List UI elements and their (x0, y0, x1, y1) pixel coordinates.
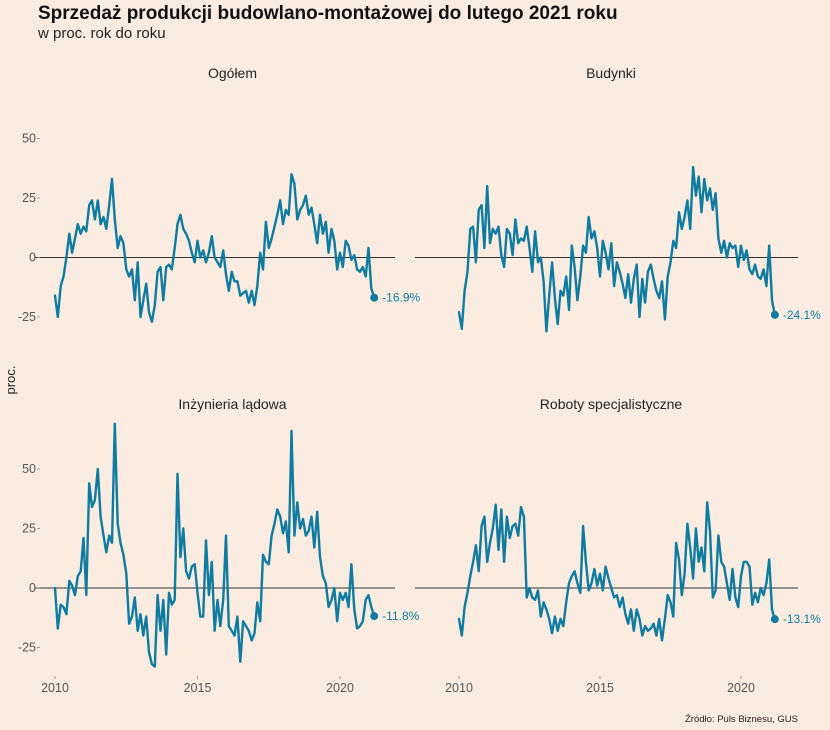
x-tick-label: 2020 (727, 681, 755, 695)
chart-subtitle: w proc. rok do roku (37, 25, 166, 42)
y-tick-label: 25 (22, 191, 36, 205)
y-tick-label: -25 (18, 310, 36, 324)
facet-title: Budynki (586, 65, 636, 81)
y-axis-label: proc. (3, 366, 18, 395)
y-tick-label: -25 (18, 641, 36, 655)
x-tick-label: 2020 (326, 681, 354, 695)
facet-panel-3: Roboty specjalistyczne 2010 2015 2020 -13.1% (415, 396, 821, 695)
y-tick-label: 25 (22, 522, 36, 536)
end-value-label: -13.1% (783, 612, 821, 626)
series-line (457, 165, 776, 333)
facet-title: Inżynieria lądowa (178, 396, 286, 412)
source-note: Źródło: Puls Biznesu, GUS (685, 714, 798, 725)
end-value-label: -24.1% (783, 308, 821, 322)
x-tick-label: 2015 (586, 681, 614, 695)
y-tick-label: 0 (29, 251, 36, 265)
series-line (457, 501, 776, 642)
series-line (53, 422, 376, 668)
series-line (53, 173, 376, 323)
end-point-marker (370, 293, 379, 302)
end-point-marker (370, 612, 379, 621)
x-tick-label: 2010 (41, 681, 69, 695)
x-tick-label: 2015 (184, 681, 212, 695)
facet-title: Ogółem (208, 65, 257, 81)
facet-panel-2: Inżynieria lądowa -25 0 25 50 2010 2015 2020 -11… (18, 396, 420, 695)
facet-panels: Ogółem -25 0 25 50 -16.9% Budynki -24.1% Inżynie… (18, 65, 821, 695)
facet-panel-0: Ogółem -25 0 25 50 -16.9% (18, 65, 421, 324)
end-point-marker (770, 615, 779, 624)
x-tick-label: 2010 (445, 681, 473, 695)
facet-title: Roboty specjalistyczne (540, 396, 683, 412)
facet-panel-1: Budynki -24.1% (415, 65, 821, 333)
end-point-marker (770, 310, 779, 319)
y-tick-label: 0 (29, 581, 36, 595)
y-tick-label: 50 (22, 462, 36, 476)
chart-title: Sprzedaż produkcji budowlano-montażowej … (38, 3, 618, 24)
end-value-label: -11.8% (382, 609, 419, 623)
end-value-label: -16.9% (382, 291, 420, 305)
y-tick-label: 50 (22, 132, 36, 146)
